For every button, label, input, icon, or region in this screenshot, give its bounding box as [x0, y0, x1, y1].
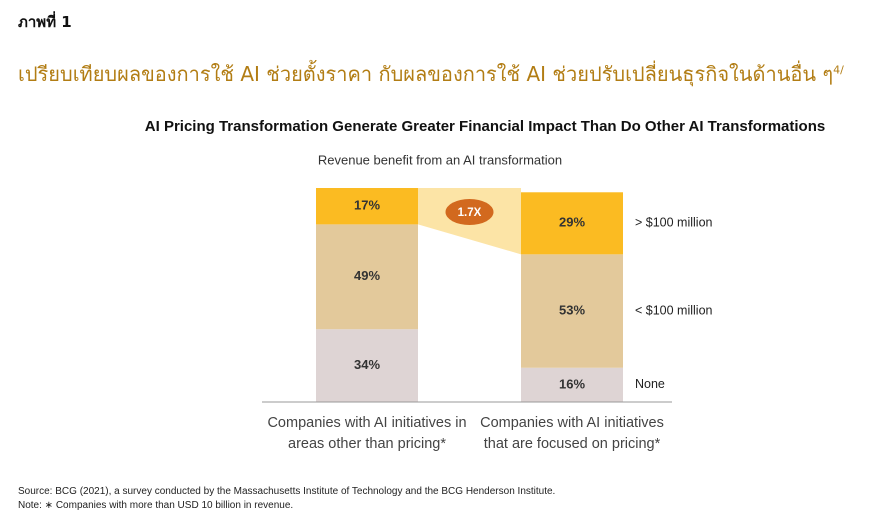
figure-title: เปรียบเทียบผลของการใช้ AI ช่วยตั้งราคา ก…	[18, 62, 834, 86]
bar-segment	[521, 367, 623, 402]
chart-subtitle: Revenue benefit from an AI transformatio…	[318, 152, 562, 167]
value-label: 49%	[354, 268, 380, 283]
value-label: 29%	[559, 215, 585, 230]
legend-label: > $100 million	[635, 216, 713, 230]
note: Note: ∗ Companies with more than USD 10 …	[18, 500, 294, 511]
title-note: 4/	[833, 63, 844, 77]
value-label: 17%	[354, 198, 380, 213]
value-label: 16%	[559, 376, 585, 391]
annotation-badge	[445, 199, 494, 225]
chart-title: AI Pricing Transformation Generate Great…	[145, 118, 825, 135]
source: Source: BCG (2021), a survey conducted b…	[18, 486, 556, 497]
figure-label: ภาพที่ 1	[18, 13, 72, 31]
figure-title-row: เปรียบเทียบผลของการใช้ AI ช่วยตั้งราคา ก…	[18, 58, 844, 90]
x-tick-label: Companies with AI initiatives in areas o…	[267, 415, 467, 452]
x-tick-label: Companies with AI initiatives that are f…	[480, 415, 664, 452]
bar-segment	[521, 254, 623, 368]
legend-label: < $100 million	[635, 303, 713, 317]
bar-segment	[521, 192, 623, 255]
annotation: 1.7X	[458, 207, 482, 219]
value-label: 34%	[354, 357, 380, 372]
value-label: 53%	[559, 302, 585, 317]
bar-segment	[316, 329, 418, 402]
bar-segment	[316, 224, 418, 330]
legend-label: None	[635, 377, 665, 391]
bar-segment	[316, 188, 418, 225]
